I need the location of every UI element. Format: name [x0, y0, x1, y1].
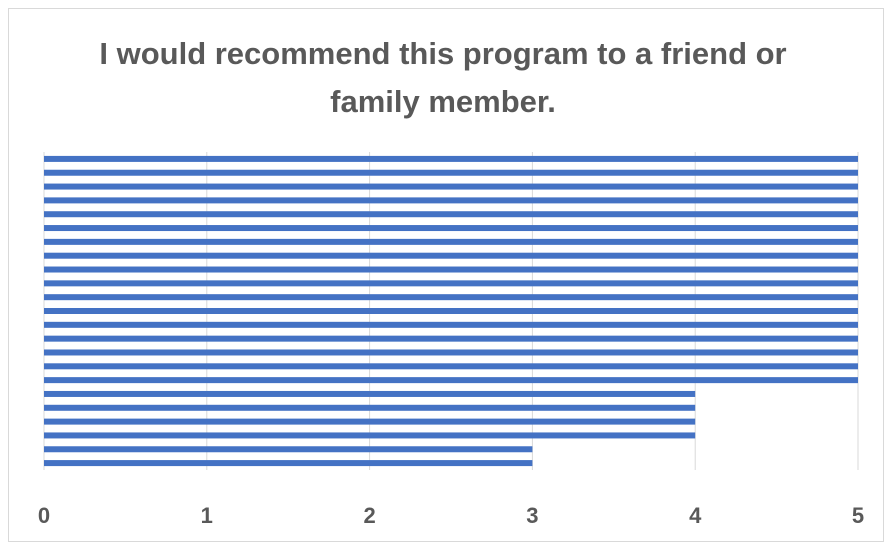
x-tick-label: 0 — [38, 503, 50, 528]
x-tick-label: 5 — [852, 503, 864, 528]
x-tick-label: 1 — [201, 503, 213, 528]
bar — [44, 169, 858, 176]
x-tick-label: 2 — [363, 503, 375, 528]
bar — [44, 238, 858, 245]
bar — [44, 183, 858, 190]
bar — [44, 349, 858, 356]
bar — [44, 363, 858, 370]
bar — [44, 418, 696, 425]
bar — [44, 432, 696, 439]
bar — [44, 211, 858, 218]
bar — [44, 294, 858, 301]
bar — [44, 321, 858, 328]
bar — [44, 252, 858, 259]
bar — [44, 404, 696, 411]
bar — [44, 266, 858, 273]
bar — [44, 377, 858, 384]
bar — [44, 446, 533, 453]
x-tick-label: 3 — [526, 503, 538, 528]
chart-title: I would recommend this program to a frie… — [99, 36, 787, 119]
bar — [44, 390, 696, 397]
bar — [44, 197, 858, 204]
bar — [44, 308, 858, 314]
bar — [44, 225, 858, 232]
bar — [44, 460, 533, 467]
chart-frame — [8, 8, 884, 542]
x-tick-label: 4 — [689, 503, 702, 528]
bar — [44, 280, 858, 287]
bar — [44, 335, 858, 342]
bar — [44, 155, 858, 162]
